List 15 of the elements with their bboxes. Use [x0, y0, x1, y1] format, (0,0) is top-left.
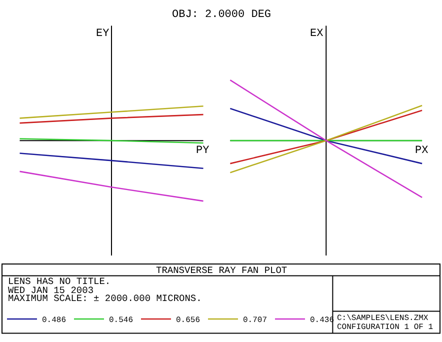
- text: MAXIMUM SCALE: ± 2000.000 MICRONS.: [8, 293, 202, 304]
- text: C:\SAMPLES\LENS.ZMX: [337, 314, 428, 323]
- x-axis-title: PY: [196, 145, 210, 157]
- text: LENS HAS NO TITLE.: [8, 276, 111, 287]
- legend-label: 0.546: [109, 316, 134, 326]
- text: TRANSVERSE RAY FAN PLOT: [156, 265, 288, 276]
- chart-title: OBJ: 2.0000 DEG: [172, 9, 272, 21]
- text: CONFIGURATION 1 OF 1: [337, 323, 434, 332]
- legend-label: 0.707: [243, 316, 268, 326]
- legend-label: 0.656: [176, 316, 200, 326]
- y-axis-title: EY: [96, 28, 110, 40]
- legend-label: 0.486: [42, 316, 66, 326]
- x-axis-title: PX: [415, 145, 429, 157]
- y-axis-title: EX: [310, 28, 324, 40]
- text: WED JAN 15 2003: [8, 285, 94, 296]
